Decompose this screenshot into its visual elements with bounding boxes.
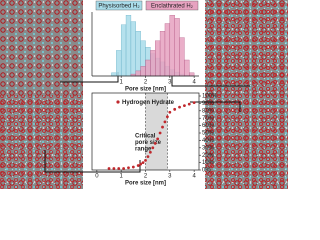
annotation: Critical — [135, 134, 156, 140]
legend-box — [95, 0, 143, 11]
y-tick-label: 40% — [202, 138, 215, 144]
histogram-bar — [125, 14, 132, 77]
data-point — [192, 101, 196, 105]
x-tick-label: 3 — [168, 80, 172, 86]
legend-marker — [116, 100, 120, 104]
histogram-bar — [135, 70, 141, 77]
y-tick-label: 100% — [202, 94, 218, 100]
data-point — [153, 141, 157, 145]
data-point — [122, 167, 126, 170]
data-point — [156, 137, 160, 141]
data-point — [107, 167, 111, 170]
data-point — [127, 166, 130, 170]
histogram-bar — [111, 72, 117, 77]
histogram-bar — [189, 72, 195, 77]
histogram-bar — [159, 31, 166, 77]
y-tick-label: 50% — [202, 131, 215, 137]
annotation: range — [135, 147, 152, 153]
y-tick-label: 90% — [202, 101, 215, 107]
y-tick-label: 10% — [202, 160, 215, 166]
data-point — [187, 102, 191, 106]
data-point — [144, 158, 147, 162]
histogram-bar — [169, 14, 175, 77]
data-point — [168, 110, 172, 114]
x-tick-label: 2 — [144, 80, 148, 86]
y-tick-label: 30% — [202, 145, 215, 151]
annotation: pore size — [135, 140, 162, 146]
legend-box — [145, 0, 199, 11]
histogram-bar — [150, 50, 156, 77]
data-point — [163, 120, 167, 124]
histogram-bar — [184, 59, 190, 77]
data-point — [148, 150, 152, 154]
histogram-bar — [179, 37, 185, 77]
x-axis-label: Pore size [nm] — [125, 181, 166, 187]
data-point — [151, 146, 155, 150]
data-point — [183, 104, 186, 108]
histogram-bar — [155, 40, 161, 77]
right-molecular-image — [205, 0, 288, 189]
data-point — [178, 105, 181, 109]
x-tick-label: 1 — [120, 80, 124, 86]
data-point — [173, 107, 177, 111]
histogram-bar — [116, 50, 122, 77]
legend-label: Hydrogen Hydrate — [122, 100, 175, 106]
x-tick-label: 0 — [95, 174, 99, 180]
histogram-bar — [130, 21, 136, 77]
data-point — [161, 125, 164, 129]
legend-label: Enclathrated H₂ — [151, 3, 194, 9]
histogram-bar — [164, 23, 171, 77]
legend-label: Physisorbed H₂ — [98, 3, 140, 9]
x-tick-label: 4 — [192, 80, 196, 86]
y-tick-label: 70% — [202, 116, 215, 122]
histogram-bar — [145, 59, 151, 77]
y-tick-label: 20% — [202, 153, 215, 159]
data-point — [112, 167, 116, 170]
data-point — [146, 155, 150, 159]
y-tick-label: 80% — [202, 108, 215, 114]
histogram-bar — [135, 31, 141, 77]
center-panel — [83, 0, 205, 189]
histogram-bar — [120, 24, 127, 77]
data-point — [158, 131, 162, 135]
left-molecular-image — [0, 0, 83, 189]
histogram-bar — [140, 66, 146, 77]
x-tick-label: 1 — [120, 174, 124, 180]
critical-range — [145, 93, 168, 170]
x-tick-label: 4 — [192, 174, 196, 180]
histogram-bar — [174, 18, 180, 77]
data-point — [117, 167, 121, 170]
data-point — [139, 162, 143, 166]
data-point — [141, 161, 145, 165]
data-point — [136, 164, 140, 167]
x-tick-label: 3 — [168, 174, 172, 180]
y-tick-label: 60% — [202, 123, 215, 129]
data-point — [165, 115, 169, 119]
y-tick-label: 0% — [202, 168, 211, 174]
x-tick-label: 2 — [144, 174, 148, 180]
x-axis-label: Pore size [nm] — [125, 87, 166, 93]
data-point — [131, 165, 135, 169]
graphical-abstract: Physisorbed H₂ Enclathrated H₂ 1 2 3 4 Pore si… — [0, 0, 288, 189]
